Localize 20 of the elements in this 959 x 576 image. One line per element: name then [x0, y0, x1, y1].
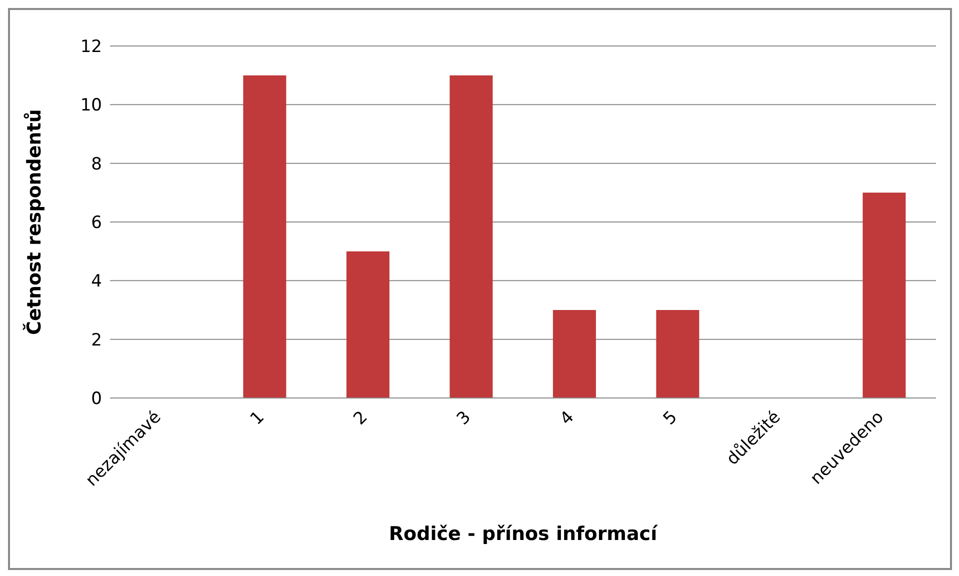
- y-tick-label: 2: [91, 330, 102, 350]
- y-axis-title: Četnost respondentů: [22, 109, 46, 335]
- y-tick-label: 10: [80, 96, 102, 116]
- y-tick-label: 4: [91, 272, 102, 292]
- bar: [552, 310, 596, 398]
- y-tick-label: 0: [91, 389, 102, 410]
- y-tick-label: 8: [91, 154, 102, 174]
- x-tick-label: 5: [660, 407, 682, 430]
- x-tick-label: 2: [350, 407, 372, 430]
- x-tick-label: 3: [453, 407, 475, 430]
- bar: [656, 310, 700, 398]
- x-tick-label: 1: [246, 407, 268, 430]
- bar: [450, 75, 493, 398]
- y-tick-label: 12: [80, 37, 102, 58]
- x-axis-title: Rodiče - přínos informací: [388, 523, 659, 545]
- bar: [243, 75, 286, 398]
- bar: [346, 251, 390, 398]
- bar: [862, 192, 906, 398]
- y-tick-label: 6: [91, 213, 102, 234]
- x-tick-label: 4: [556, 407, 578, 430]
